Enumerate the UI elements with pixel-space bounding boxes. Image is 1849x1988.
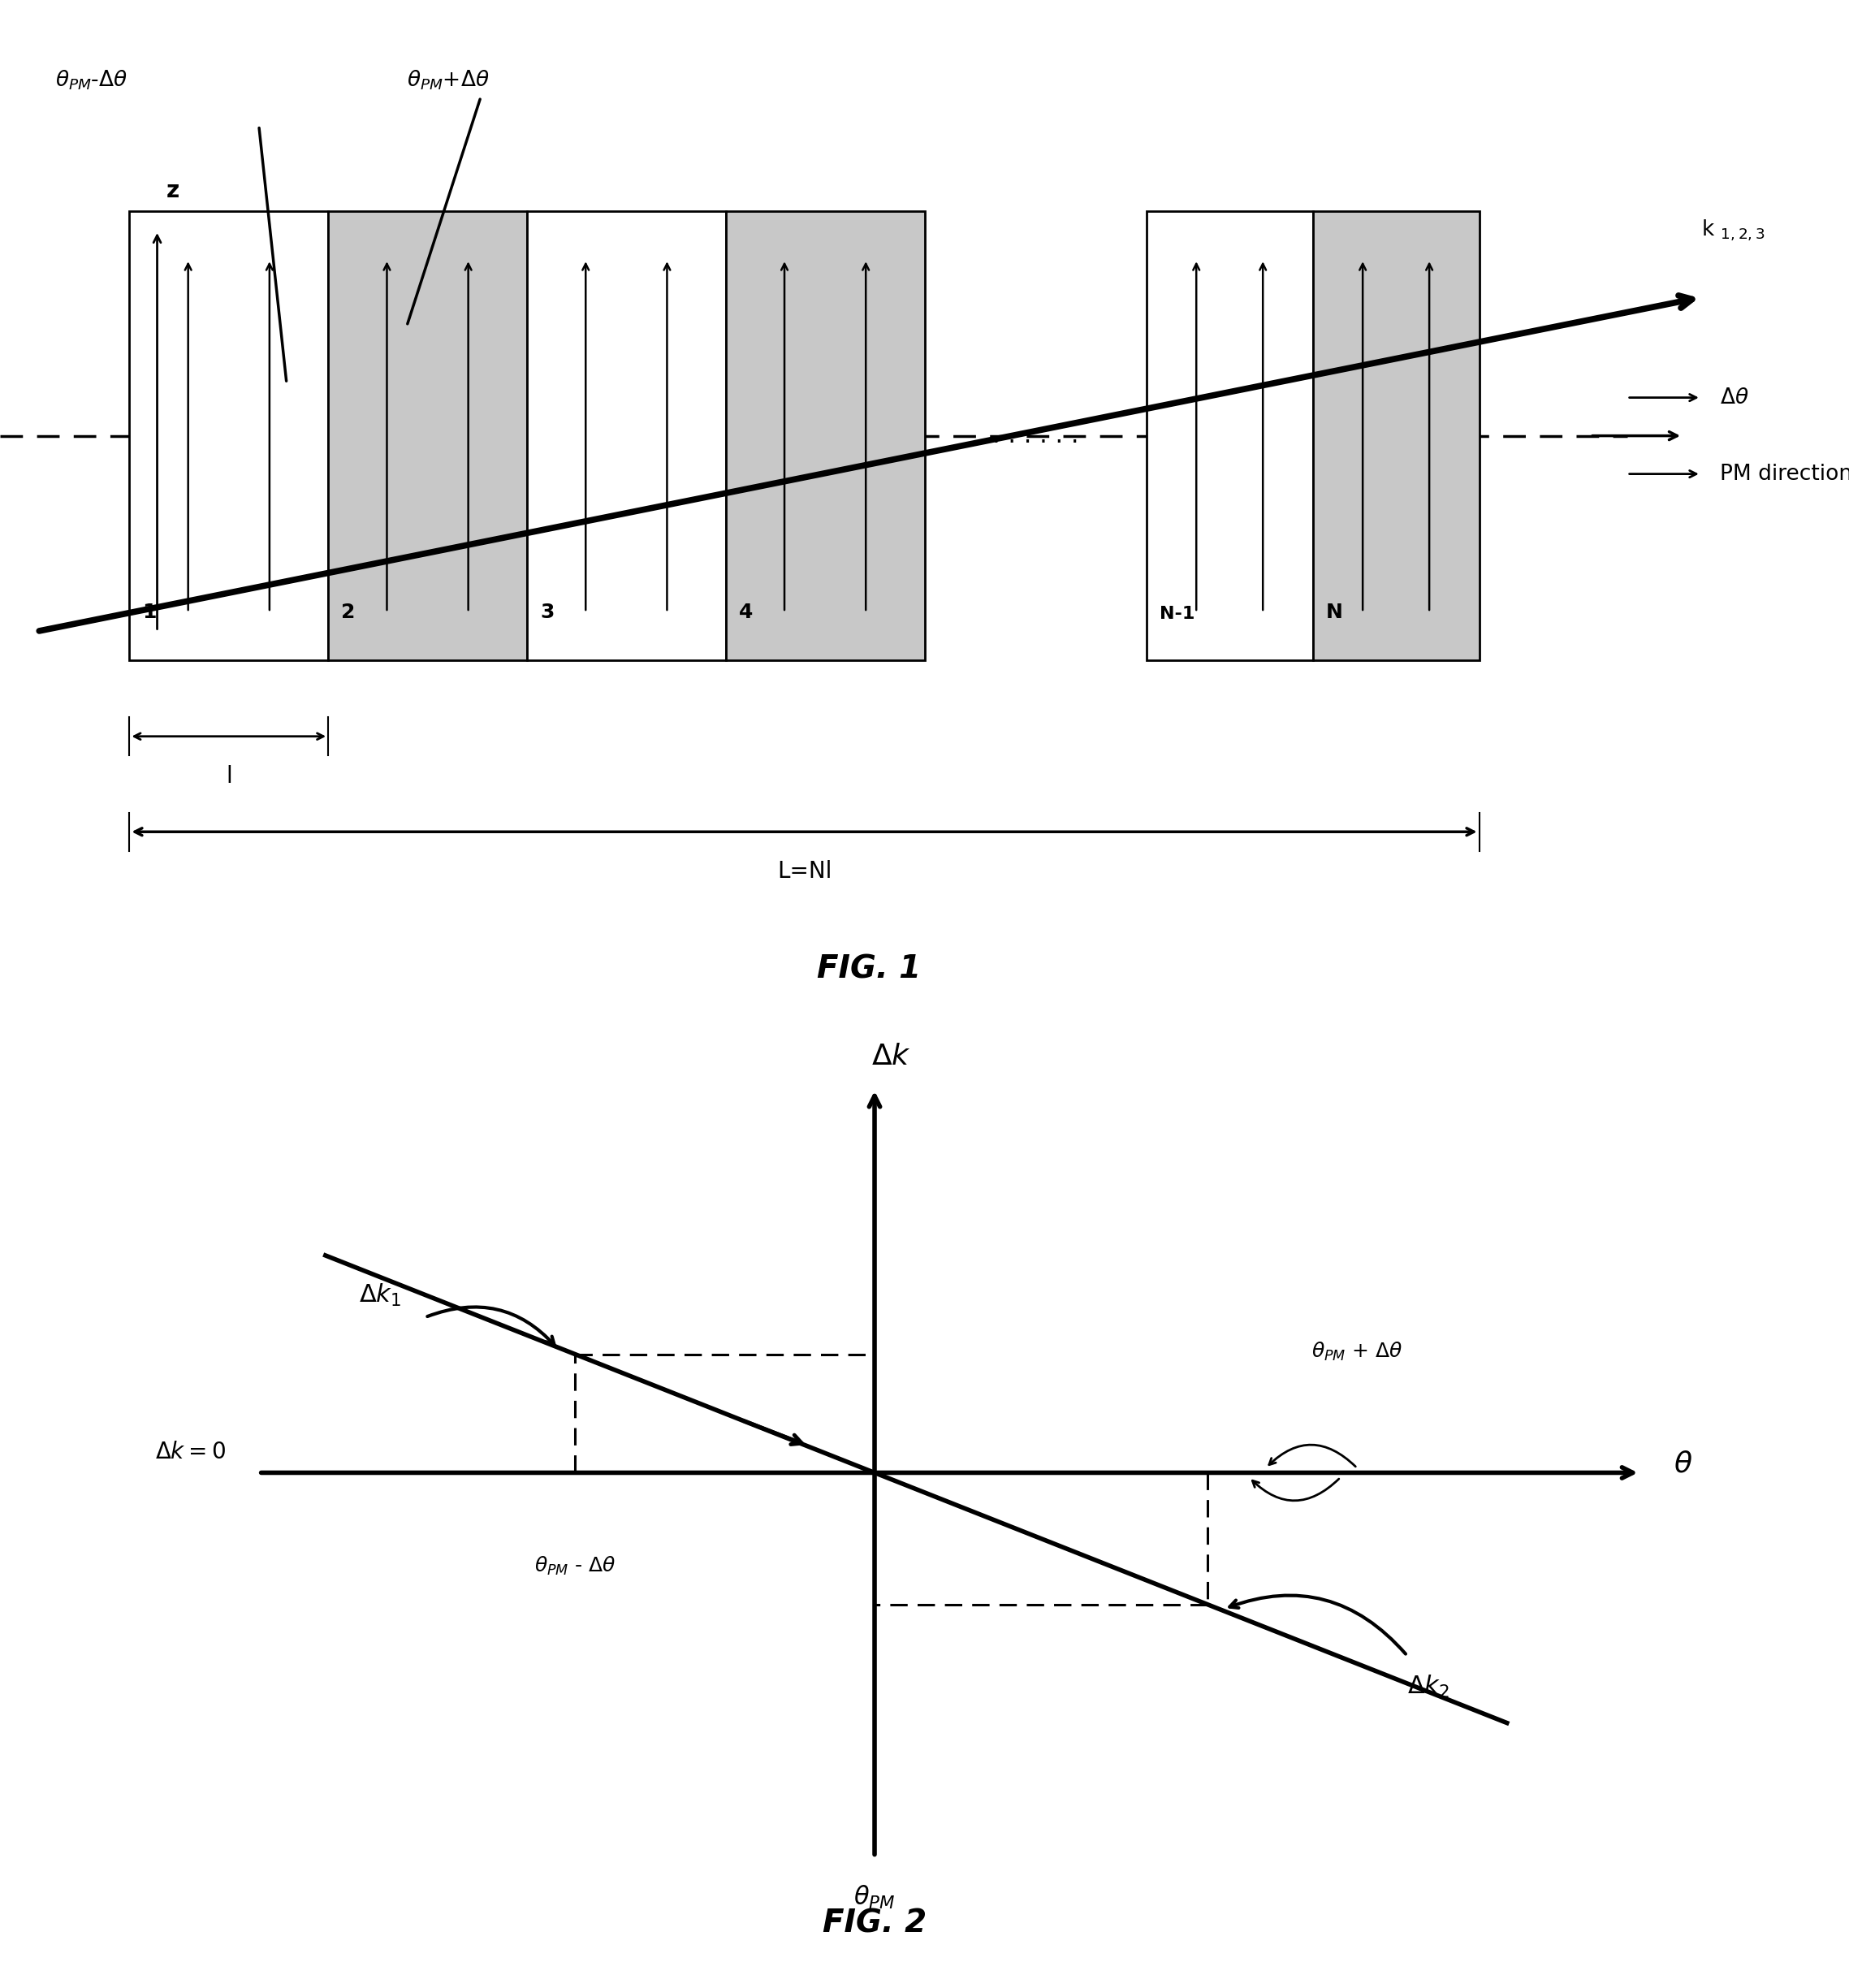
Text: l: l xyxy=(226,765,231,787)
Text: z: z xyxy=(166,179,179,203)
Text: N-1: N-1 xyxy=(1159,606,1194,622)
Text: 1: 1 xyxy=(142,602,157,622)
Text: $\theta$: $\theta$ xyxy=(1673,1449,1692,1477)
Text: $\theta_{PM}$-$\Delta\theta$: $\theta_{PM}$-$\Delta\theta$ xyxy=(55,68,128,91)
Text: FIG. 1: FIG. 1 xyxy=(817,954,921,984)
Text: L=Nl: L=Nl xyxy=(777,861,832,883)
Text: FIG. 2: FIG. 2 xyxy=(823,1908,926,1938)
Text: $\theta_{PM}$: $\theta_{PM}$ xyxy=(854,1885,895,1910)
Bar xyxy=(727,211,924,660)
Text: 3: 3 xyxy=(540,602,555,622)
Text: $\Delta k=0$: $\Delta k=0$ xyxy=(155,1441,226,1463)
Bar xyxy=(527,211,727,660)
Bar xyxy=(129,211,329,660)
Bar xyxy=(329,211,527,660)
Text: $\Delta\theta$: $\Delta\theta$ xyxy=(1720,388,1749,408)
Text: $\theta_{PM}$ + $\Delta\theta$: $\theta_{PM}$ + $\Delta\theta$ xyxy=(1311,1340,1403,1364)
Text: $\Delta k_2$: $\Delta k_2$ xyxy=(1407,1674,1450,1700)
Text: N: N xyxy=(1326,602,1342,622)
Text: 4: 4 xyxy=(740,602,753,622)
Text: $\theta_{PM}$ - $\Delta\theta$: $\theta_{PM}$ - $\Delta\theta$ xyxy=(534,1555,616,1576)
Bar xyxy=(1313,211,1479,660)
Bar xyxy=(1146,211,1313,660)
Text: $\Delta k$: $\Delta k$ xyxy=(871,1044,912,1070)
Text: $\Delta k_1$: $\Delta k_1$ xyxy=(359,1282,401,1308)
Text: . . . . . .: . . . . . . xyxy=(993,423,1078,447)
Text: 2: 2 xyxy=(340,602,355,622)
Text: k $_{1,2,3}$: k $_{1,2,3}$ xyxy=(1701,219,1766,243)
Text: $\theta_{PM}$+$\Delta\theta$: $\theta_{PM}$+$\Delta\theta$ xyxy=(407,68,490,91)
Text: PM direction: PM direction xyxy=(1720,463,1849,485)
